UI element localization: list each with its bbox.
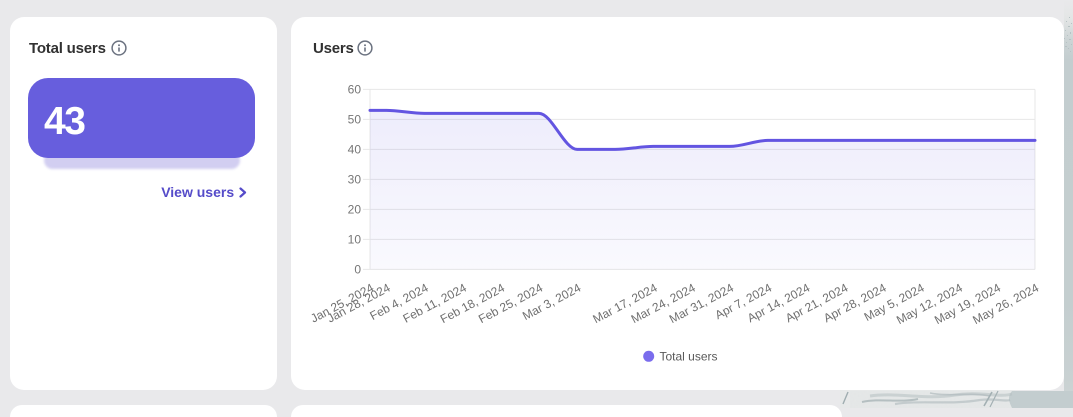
svg-text:Total users: Total users <box>660 350 718 364</box>
svg-text:20: 20 <box>348 202 362 216</box>
svg-text:40: 40 <box>348 142 362 156</box>
svg-text:10: 10 <box>348 232 362 246</box>
svg-text:50: 50 <box>348 112 362 126</box>
svg-text:60: 60 <box>348 82 362 96</box>
svg-text:30: 30 <box>348 172 362 186</box>
svg-text:0: 0 <box>354 262 361 276</box>
